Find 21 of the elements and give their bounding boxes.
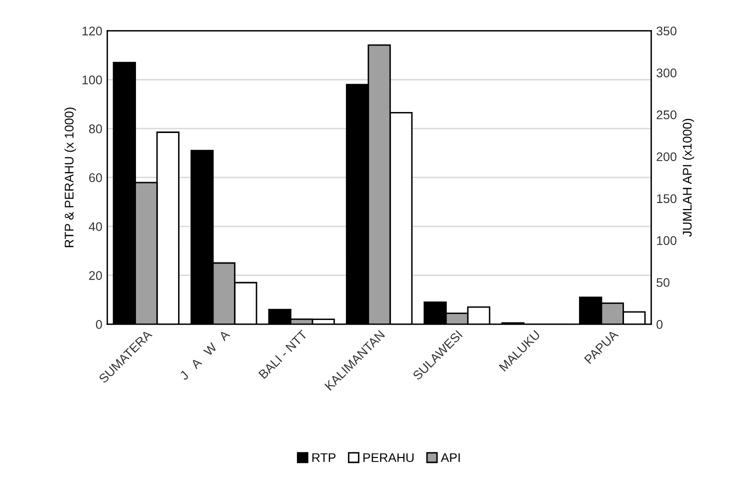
y2-tick-label: 200 xyxy=(656,152,676,162)
y-tick-label: 0 xyxy=(96,320,102,329)
y-tick-label: 20 xyxy=(89,271,102,280)
y-tick-label: 60 xyxy=(89,173,102,182)
x-tick-label: J A W A xyxy=(179,329,230,381)
y-tick-label: 40 xyxy=(88,222,102,232)
legend-label: RTP xyxy=(312,453,336,462)
legend-label: API xyxy=(440,453,460,462)
y2-axis-title: JUMLAH API (x1000) xyxy=(682,118,694,237)
y2-tick-label: 150 xyxy=(657,194,676,204)
y2-tick-label: 50 xyxy=(656,278,670,287)
y2-tick-label: 0 xyxy=(656,320,663,329)
legend-label: PERAHU xyxy=(363,453,414,462)
y-tick-label: 120 xyxy=(82,26,102,36)
y-tick-label: 100 xyxy=(82,75,102,84)
y2-tick-label: 350 xyxy=(656,26,676,36)
y-axis-title: RTP & PERAHU (x 1000) xyxy=(64,108,76,248)
y2-tick-label: 100 xyxy=(657,236,676,246)
y2-tick-label: 250 xyxy=(656,110,676,120)
y-tick-label: 80 xyxy=(89,124,102,134)
y2-tick-label: 300 xyxy=(656,68,676,78)
